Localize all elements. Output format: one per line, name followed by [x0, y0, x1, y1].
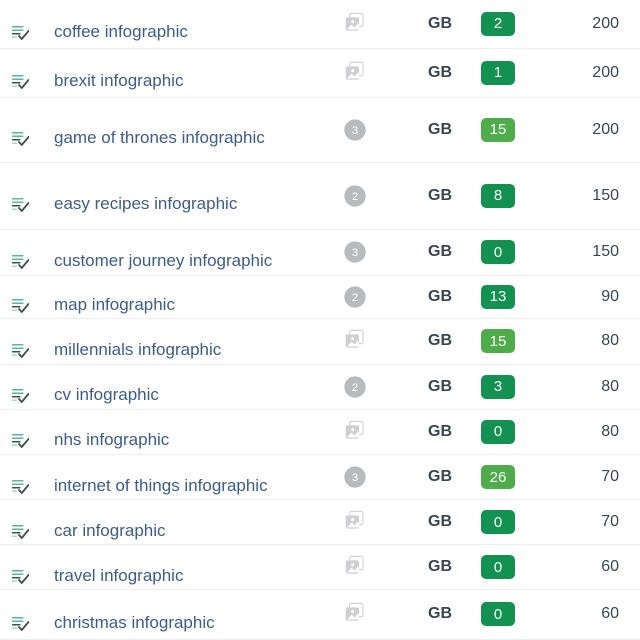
svg-text:2: 2 [352, 191, 358, 203]
svg-text:3: 3 [352, 472, 358, 484]
svg-text:2: 2 [352, 292, 358, 304]
svg-text:3: 3 [352, 247, 358, 259]
svg-text:3: 3 [352, 125, 358, 137]
svg-text:2: 2 [352, 382, 358, 394]
